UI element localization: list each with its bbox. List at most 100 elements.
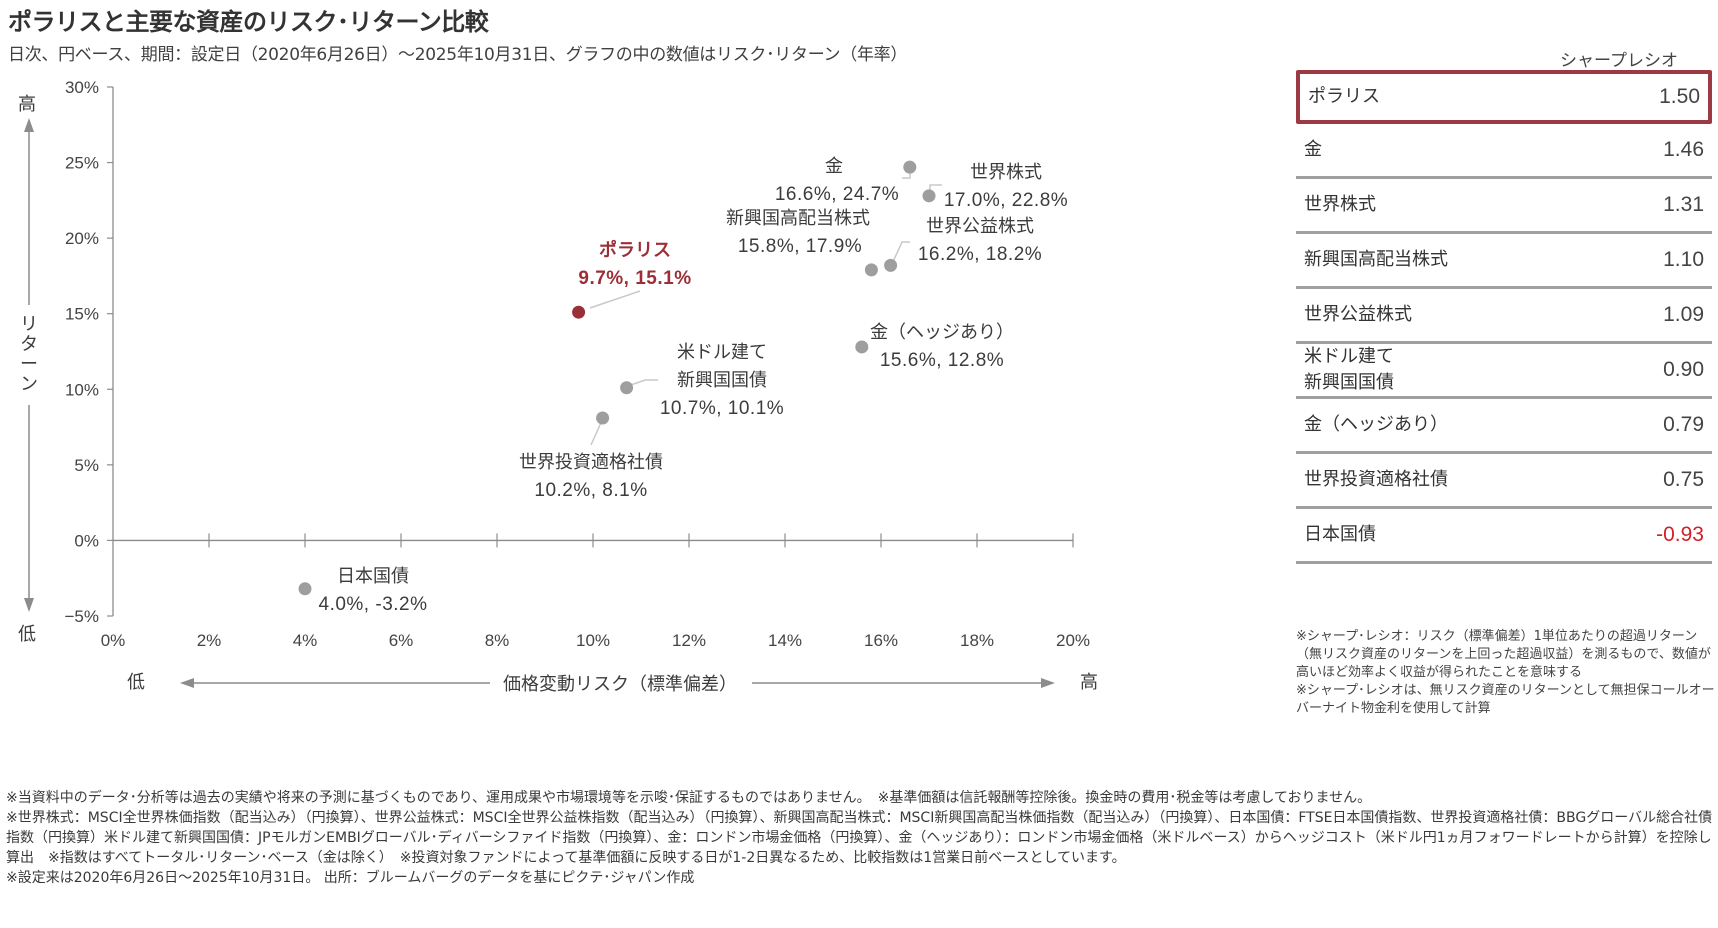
data-label-value: 9.7%, 15.1%	[578, 268, 691, 289]
sharpe-row-value: 1.50	[1659, 85, 1700, 108]
x-tick-label: 10%	[576, 631, 610, 650]
data-point-2	[903, 160, 917, 174]
data-point-7	[620, 381, 634, 395]
sharpe-row-value: 1.46	[1663, 138, 1704, 161]
risk-return-scatter-chart: 30%25%20%15%10%5%0%−5%0% 2% 4% 6% 8% 10% 12% 14…	[18, 78, 1098, 695]
leader-line	[627, 379, 658, 387]
data-label-value: 4.0%, -3.2%	[319, 594, 428, 615]
leader-line	[589, 290, 641, 309]
data-label-value: 10.7%, 10.1%	[660, 398, 784, 419]
x-tick-label: 0%	[101, 631, 126, 650]
x-tick-label: 20%	[1056, 631, 1090, 650]
sharpe-row-value: 1.31	[1663, 193, 1704, 216]
sharpe-row-name: 世界投資適格社債	[1304, 467, 1448, 493]
footnote: ※設定来は2020年6月26日～2025年10月31日。 出所：ブルームバーグの…	[6, 870, 695, 886]
data-points	[298, 160, 936, 596]
footnotes: ※当資料中のデータ･分析等は過去の実績や将来の予測に基づくものであり、運用成果や…	[6, 788, 1716, 888]
arrow-up-icon	[24, 118, 34, 132]
arrow-down-icon	[24, 598, 34, 612]
data-label-value: 15.8%, 17.9%	[738, 236, 862, 257]
data-label-name: 新興国国債	[677, 370, 767, 391]
sharpe-row-name-line: 金（ヘッジあり）	[1304, 414, 1448, 435]
data-point-8	[596, 411, 610, 425]
x-axis-title: 価格変動リスク（標準偏差）	[503, 674, 737, 695]
data-label-name: 世界公益株式	[926, 216, 1034, 237]
tick-labels: 30%25%20%15%10%5%0%−5%0% 2% 4% 6% 8% 10% 12% 14…	[65, 78, 1091, 650]
data-point-3	[922, 189, 936, 203]
data-label-value: 15.6%, 12.8%	[880, 350, 1004, 371]
sharpe-row-name-line: 世界株式	[1304, 194, 1376, 215]
sharpe-notes: ※シャープ･レシオ：リスク（標準偏差）1単位あたりの超過リターン（無リスク資産の…	[1296, 628, 1716, 718]
sharpe-row: 日本国債 -0.93	[1296, 509, 1712, 564]
page-subtitle: 日次、円ベース、期間：設定日（2020年6月26日）～2025年10月31日、グ…	[8, 45, 908, 65]
x-tick-label: 18%	[960, 631, 994, 650]
y-tick-label: 10%	[65, 380, 99, 399]
sharpe-row: 世界公益株式 1.09	[1296, 289, 1712, 344]
sharpe-row-value: 1.10	[1663, 248, 1704, 271]
sharpe-row-name-line: 世界公益株式	[1304, 304, 1412, 325]
sharpe-row: 世界株式 1.31	[1296, 179, 1712, 234]
y-tick-label: 0%	[74, 531, 99, 550]
sharpe-row: 金（ヘッジあり） 0.79	[1296, 399, 1712, 454]
footnote: ※当資料中のデータ･分析等は過去の実績や将来の予測に基づくものであり、運用成果や…	[6, 790, 1372, 806]
y-tick-label: −5%	[65, 607, 100, 626]
x-tick-label: 14%	[768, 631, 802, 650]
y-axis-title: リターン	[20, 314, 38, 395]
axes	[107, 86, 1074, 617]
data-label-name: 金	[825, 156, 843, 177]
sharpe-row-name: 日本国債	[1304, 522, 1376, 548]
sharpe-note: ※シャープ･レシオは、無リスク資産のリターンとして無担保コールオーバーナイト物金…	[1296, 683, 1715, 716]
data-label-value: 16.2%, 18.2%	[918, 244, 1042, 265]
data-point-1	[572, 305, 586, 319]
data-labels: ポラリス 9.7%, 15.1% 金 16.6%, 24.7% 世界株式 17.0%, 2…	[319, 156, 1068, 615]
x-tick-label: 16%	[864, 631, 898, 650]
data-point-4	[864, 263, 878, 277]
sharpe-row-name: 金	[1304, 137, 1322, 163]
sharpe-row-name: 金（ヘッジあり）	[1304, 412, 1448, 438]
arrow-right-icon	[1041, 678, 1055, 688]
page-title: ポラリスと主要な資産のリスク･リターン比較	[8, 8, 489, 36]
y-tick-label: 20%	[65, 229, 99, 248]
data-point-9	[298, 582, 312, 596]
sharpe-note: ※シャープ･レシオ：リスク（標準偏差）1単位あたりの超過リターン（無リスク資産の…	[1296, 629, 1711, 680]
sharpe-row-name-line: 新興国高配当株式	[1304, 249, 1448, 270]
x-axis-high-label: 高	[1080, 672, 1098, 693]
y-axis-high-label: 高	[18, 94, 36, 115]
sharpe-row-name: 世界公益株式	[1304, 302, 1412, 328]
y-tick-label: 5%	[74, 456, 99, 475]
sharpe-row-name-line: 日本国債	[1304, 524, 1376, 545]
sharpe-row-name: 米ドル建て新興国国債	[1304, 344, 1394, 396]
data-label-value: 16.6%, 24.7%	[775, 184, 899, 205]
x-tick-label: 12%	[672, 631, 706, 650]
sharpe-row-value: 1.09	[1663, 303, 1704, 326]
data-label-name: 日本国債	[337, 566, 409, 587]
leader-line	[891, 241, 910, 265]
x-tick-label: 6%	[389, 631, 414, 650]
data-label-name: 金（ヘッジあり）	[870, 322, 1014, 343]
sharpe-row-name: ポラリス	[1308, 84, 1380, 110]
sharpe-row-value: 0.79	[1663, 413, 1704, 436]
sharpe-row-name-line: 世界投資適格社債	[1304, 469, 1448, 490]
sharpe-ratio-table: ポラリス 1.50 金 1.46 世界株式 1.31 新興国高配当株式 1.10 世界公益株式 1…	[1296, 70, 1712, 564]
sharpe-row-name: 世界株式	[1304, 192, 1376, 218]
sharpe-row-name-line: ポラリス	[1308, 86, 1380, 107]
sharpe-ratio-header: シャープレシオ	[1560, 51, 1678, 71]
sharpe-row-name: 新興国高配当株式	[1304, 247, 1448, 273]
footnote: ※世界株式：MSCI全世界株価指数（配当込み）（円換算）、世界公益株式：MSCI…	[6, 810, 1713, 866]
sharpe-row-name-line: 米ドル建て	[1304, 346, 1394, 367]
data-label-name: 新興国高配当株式	[726, 208, 870, 229]
sharpe-row-value: -0.93	[1656, 523, 1704, 546]
data-label-name: 世界投資適格社債	[519, 452, 663, 473]
x-tick-label: 4%	[293, 631, 318, 650]
y-tick-label: 30%	[65, 78, 99, 97]
sharpe-row-name-line: 新興国国債	[1304, 372, 1394, 393]
sharpe-row: 新興国高配当株式 1.10	[1296, 234, 1712, 289]
sharpe-row-value: 0.90	[1663, 358, 1704, 381]
data-point-6	[855, 340, 869, 354]
x-axis-low-label: 低	[127, 672, 145, 693]
sharpe-row: 世界投資適格社債 0.75	[1296, 454, 1712, 509]
sharpe-row: 米ドル建て新興国国債 0.90	[1296, 344, 1712, 399]
sharpe-row-name-line: 金	[1304, 139, 1322, 160]
y-tick-label: 25%	[65, 154, 99, 173]
